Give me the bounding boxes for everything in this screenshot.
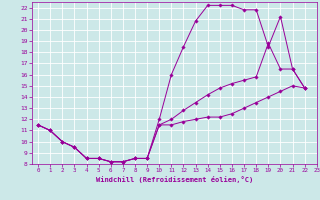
X-axis label: Windchill (Refroidissement éolien,°C): Windchill (Refroidissement éolien,°C) [96, 176, 253, 183]
